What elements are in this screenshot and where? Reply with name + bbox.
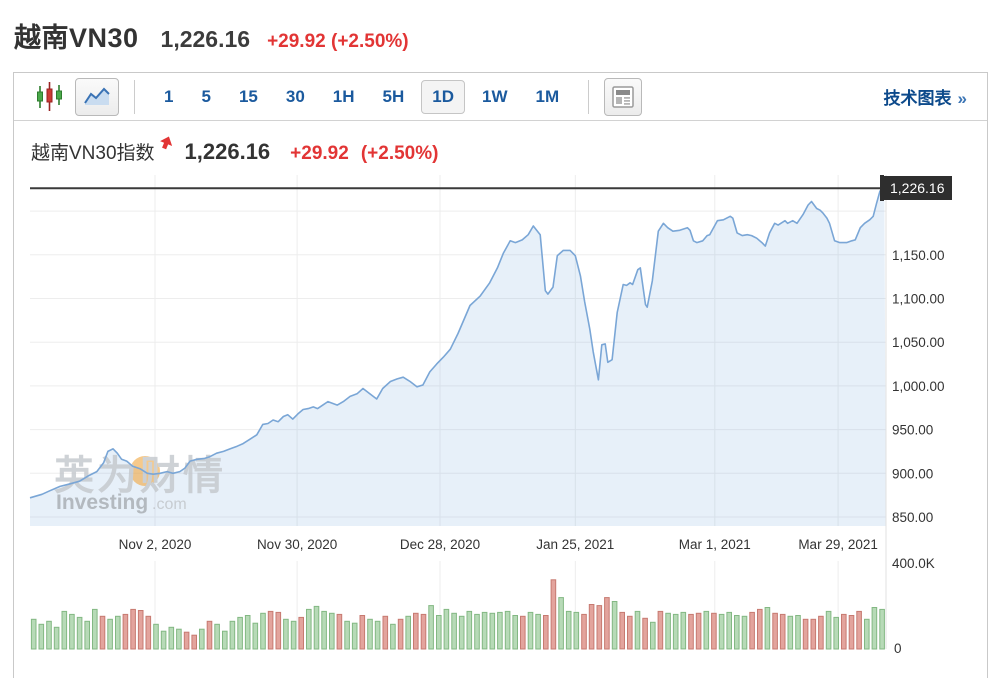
volume-tick-label: 0 [894,641,902,656]
y-tick-label: 850.00 [892,510,933,525]
area-chart-button[interactable] [75,77,119,116]
interval-button-1W[interactable]: 1W [481,86,508,106]
interval-button-1H[interactable]: 1H [332,86,355,106]
price-up-arrow-icon [159,136,173,154]
x-tick-label: Jan 25, 2021 [536,537,614,552]
y-axis-labels: 1,150.00 1,100.00 1,050.00 1,000.00 950.00 90… [892,248,945,525]
interval-button-5[interactable]: 5 [201,86,211,106]
toolbar-separator [588,79,590,114]
y-tick-label: 1,100.00 [892,292,945,307]
chart-last-price: 1,226.16 [184,139,271,164]
technical-chart-label: 技术图表 [883,89,952,108]
interval-button-5H[interactable]: 5H [382,86,405,106]
x-tick-label: Mar 1, 2021 [679,537,751,552]
instrument-title: 越南VN30 [14,23,139,53]
chart-title: 越南VN30指数 [31,143,155,164]
instrument-change: +29.92 (+2.50%) [267,31,409,52]
candlestick-icon [37,82,62,111]
y-tick-label: 1,050.00 [892,335,945,350]
x-axis-labels: Nov 2, 2020 Nov 30, 2020 Dec 28, 2020 Jan 2… [119,537,878,552]
current-price-label: 1,226.16 [890,180,945,196]
chart-toolbar: 1 5 15 30 1H 5H 1D 1W 1M 技术图表» [14,73,987,121]
gridlines [30,175,886,649]
instrument-price: 1,226.16 [160,26,251,52]
interval-button-15[interactable]: 15 [238,86,258,106]
chart-widget: 1 5 15 30 1H 5H 1D 1W 1M 技术图表» 越南VN30指数 1,226.16… [13,72,988,678]
chart-header: 越南VN30指数 1,226.16 +29.92 (+2.50%) [14,121,987,165]
volume-tick-label: 400.0K [892,556,935,571]
price-line [29,187,885,499]
interval-button-1M[interactable]: 1M [535,86,560,106]
toolbar-separator [134,79,135,114]
interval-button-1[interactable]: 1 [164,86,174,106]
technical-chart-link[interactable]: 技术图表 » [884,84,971,109]
x-tick-label: Mar 29, 2021 [798,537,878,552]
y-tick-label: 1,150.00 [892,248,945,263]
x-tick-label: Nov 30, 2020 [257,537,337,552]
watermark-cn: 英为财情 [54,454,226,498]
y-tick-label: 900.00 [892,466,933,481]
svg-text:.com: .com [152,496,187,513]
volume-bars [30,579,885,650]
chart-change-percent: (+2.50%) [360,143,439,164]
candlestick-chart-button[interactable] [36,81,63,112]
interval-group: 1 5 15 30 1H 5H 1D 1W 1M [150,79,573,114]
interval-button-1D[interactable]: 1D [421,79,465,114]
current-price-tag: 1,226.16 [880,175,952,201]
newspaper-icon [612,85,634,108]
y-tick-label: 1,000.00 [892,379,945,394]
y-tick-label: 950.00 [892,423,933,438]
x-tick-label: Nov 2, 2020 [119,537,192,552]
x-tick-label: Dec 28, 2020 [400,537,480,552]
watermark-en: Investing [56,491,148,514]
chart-change: +29.92 [290,143,349,164]
price-area-fill [30,188,886,526]
area-chart-icon [84,87,110,105]
news-panel-button[interactable] [604,77,643,116]
link-arrow: » [957,89,967,108]
interval-button-30[interactable]: 30 [285,86,305,106]
volume-axis-labels: 400.0K 0 [892,556,935,656]
page-header: 越南VN30 1,226.16 +29.92 (+2.50%) [14,16,409,55]
